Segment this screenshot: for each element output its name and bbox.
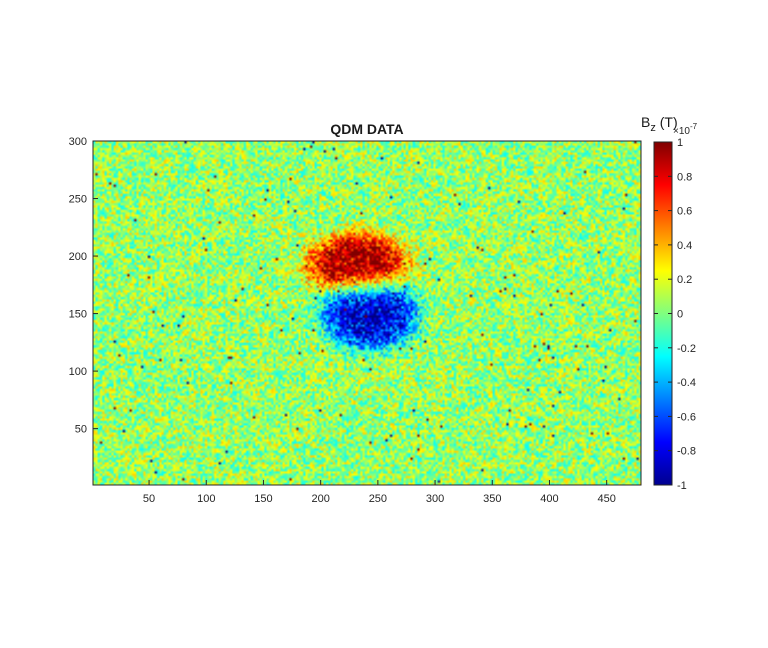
colorbar-ticks: 1 0.8 0.6 0.4 0.2 0 -0.2 -0.4 -0.6 -0.8 -1 [654, 137, 696, 492]
colorbar-tick-label: -1 [677, 480, 687, 492]
colorbar-label: Bz (T) [641, 114, 678, 134]
x-tick-label: 100 [197, 493, 215, 505]
colorbar-tick-label: 1 [677, 137, 683, 149]
x-tick-label: 150 [254, 493, 272, 505]
y-axis: 50 100 150 200 250 300 [69, 136, 98, 436]
y-tick-label: 250 [69, 194, 87, 206]
x-tick-label: 50 [143, 493, 155, 505]
y-tick-label: 300 [69, 136, 87, 148]
plot-frame [92, 140, 642, 486]
colorbar-label-sub: z [650, 122, 656, 134]
colorbar-exponent-base: ×10 [673, 126, 690, 137]
x-tick-label: 350 [483, 493, 501, 505]
y-tick-label: 100 [69, 366, 87, 378]
colorbar-exponent: ×10-7 [673, 122, 698, 137]
heatmap-plot [92, 140, 642, 486]
colorbar-tick-label: 0 [677, 309, 683, 321]
colorbar-exponent-power: -7 [690, 122, 698, 131]
x-tick-label: 300 [426, 493, 444, 505]
colorbar-tick-label: -0.8 [677, 446, 696, 458]
colorbar-tick-label: -0.6 [677, 411, 696, 423]
y-tick-label: 200 [69, 251, 87, 263]
x-tick-label: 250 [369, 493, 387, 505]
y-tick-label: 50 [75, 424, 87, 436]
colorbar-tick-label: 0.6 [677, 206, 692, 218]
heatmap-image [93, 141, 641, 485]
colorbar-label-unit: (T) [656, 114, 678, 130]
colorbar-tick-label: 0.8 [677, 171, 692, 183]
colorbar-tick-label: -0.4 [677, 377, 696, 389]
colorbar-label-main: B [641, 114, 650, 130]
chart-title: QDM DATA [330, 121, 403, 137]
colorbar-tick-label: 0.4 [677, 240, 692, 252]
colorbar: 10.80.60.40.20-0.2-0.4-0.6-0.8-1 Bz (T) … [641, 114, 698, 492]
x-axis: 50 100 150 200 250 300 350 400 450 [143, 480, 616, 505]
x-tick-label: 200 [311, 493, 329, 505]
x-tick-label: 400 [540, 493, 558, 505]
x-tick-label: 450 [597, 493, 615, 505]
colorbar-tick-label: 0.2 [677, 274, 692, 286]
colorbar-tick-label: -0.2 [677, 343, 696, 355]
y-tick-label: 150 [69, 309, 87, 321]
